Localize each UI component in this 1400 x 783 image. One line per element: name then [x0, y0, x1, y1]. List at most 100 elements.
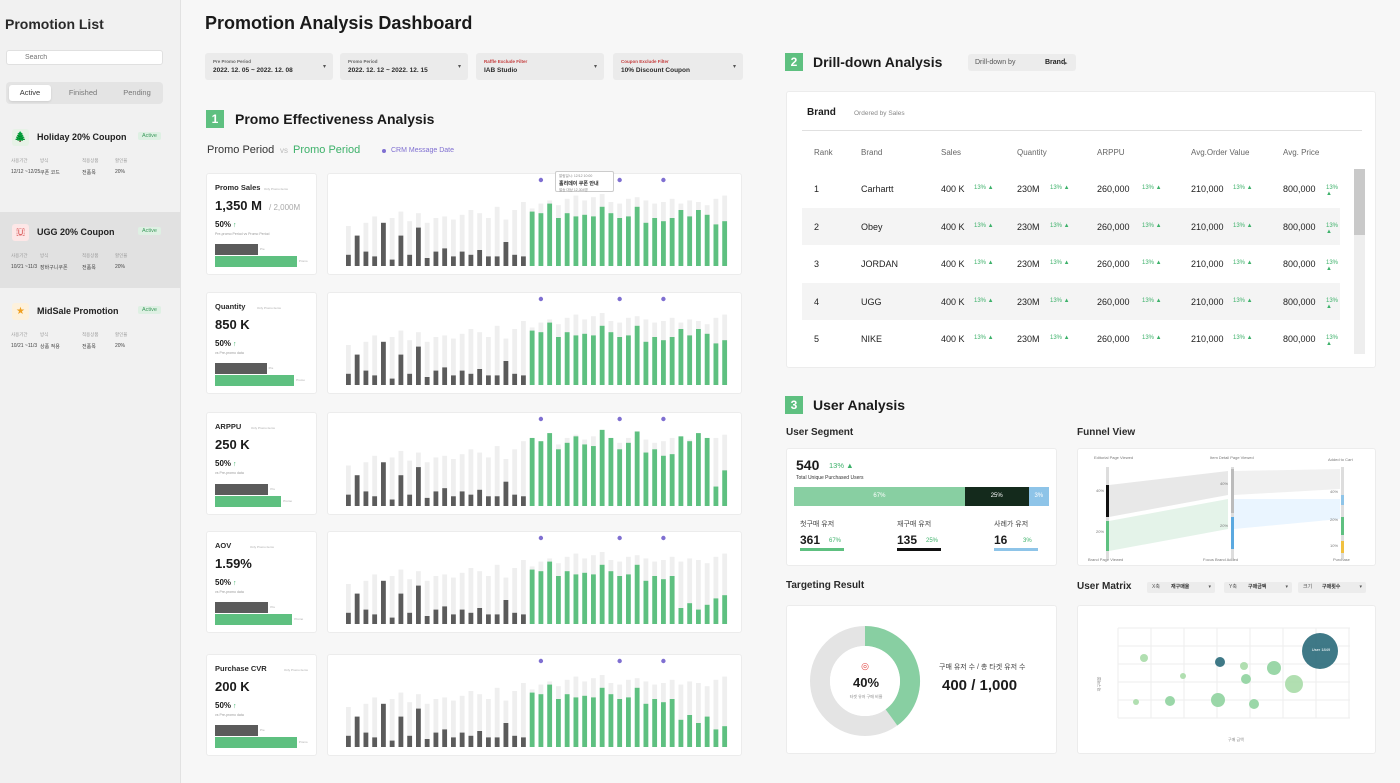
bar-pre-period	[477, 250, 483, 266]
filter-select[interactable]: Promo Period 2022. 12. 12 ~ 2022. 12. 15 ▾	[340, 53, 468, 80]
promo-item[interactable]: 🌲 Holiday 20% Coupon Active 사용기간 12/12 ~12/2…	[0, 117, 181, 193]
scrollbar-thumb[interactable]	[1354, 169, 1365, 235]
matrix-bubble	[1285, 675, 1303, 693]
promo-meta-value: 10/21 ~11/3	[11, 343, 38, 349]
promo-item[interactable]: ★ MidSale Promotion Active 사용기간 10/21 ~11/3 방…	[0, 291, 181, 367]
promo-meta-label: 방식	[40, 158, 49, 163]
section-2-number: 2	[785, 53, 803, 71]
bar-pre-period	[477, 608, 483, 624]
bar-background	[494, 564, 500, 624]
matrix-x-select[interactable]: X축 재구매율 ▾	[1147, 582, 1215, 593]
metric-caption: vs Pre-promo data	[215, 351, 244, 355]
chevron-down-icon: ▾	[457, 64, 461, 70]
change-tag: 13% ▲	[1326, 222, 1339, 235]
funnel-axis	[1341, 467, 1344, 559]
bar-promo-period	[591, 216, 596, 266]
crm-marker	[538, 658, 544, 664]
matrix-y-select[interactable]: Y축 구매금액 ▾	[1224, 582, 1292, 593]
bar-pre-period	[389, 378, 395, 385]
pre-period-bar	[215, 484, 269, 495]
tooltip-line-3: 발송 대상 12,304명	[559, 188, 588, 192]
column-header[interactable]: Quantity	[1017, 148, 1047, 157]
table-row[interactable]: 3 JORDAN 400 K 13% ▲ 230M 13% ▲ 260,000 13% ▲ 21…	[802, 245, 1340, 282]
table-row[interactable]: 4 UGG 400 K 13% ▲ 230M 13% ▲ 260,000 13% ▲ 210,0…	[802, 282, 1340, 320]
search-input[interactable]	[6, 50, 163, 65]
bar-pre-period	[468, 494, 474, 506]
matrix-x-axis-label: 구매 금액	[1228, 737, 1244, 742]
bar-promo-period	[582, 695, 588, 747]
cell-rank: 3	[814, 259, 820, 269]
cell-qty: 230M	[1017, 296, 1040, 307]
promo-item[interactable]: 🇺 UGG 20% Coupon Active 사용기간 10/21 ~11/3 방식 장바…	[0, 212, 181, 288]
funnel-bottom-label: Brand Page Viewed	[1088, 557, 1123, 562]
bar-promo-period	[696, 609, 701, 624]
crm-marker	[538, 416, 544, 422]
column-header[interactable]: Sales	[941, 148, 962, 157]
matrix-bubble	[1267, 661, 1281, 675]
bar-pre-period	[363, 370, 369, 385]
target-label: 구매 유저 수 / 총 타겟 유저 수	[939, 664, 1026, 671]
matrix-bubble	[1241, 674, 1251, 684]
metric-card: Purchase CVR Only Promo items 200 K 50% ↑ vs…	[206, 654, 317, 756]
filter-select[interactable]: Coupon Exclude Filter 10% Discount Coupon…	[613, 53, 743, 80]
segment-underline	[897, 548, 941, 551]
cell-arppu: 260,000	[1097, 259, 1130, 269]
filter-select[interactable]: Raffle Exclude Filter IAB Studio ▾	[476, 53, 604, 80]
bar-promo-period	[704, 333, 710, 385]
bar-background	[451, 577, 456, 624]
matrix-x-value: 재구매율	[1171, 584, 1190, 590]
bar-promo-period	[713, 343, 719, 385]
metric-value: 200 K	[215, 679, 250, 694]
table-row[interactable]: 2 Obey 400 K 13% ▲ 230M 13% ▲ 260,000 13% ▲ 210,…	[802, 207, 1340, 245]
matrix-size-select[interactable]: 크기 구매횟수 ▾	[1298, 582, 1366, 593]
section-3-title: User Analysis	[813, 397, 906, 413]
column-header[interactable]: Avg.Order Value	[1191, 148, 1250, 157]
bar-promo-period	[704, 214, 710, 266]
user-matrix-chart	[1117, 627, 1350, 719]
crm-tooltip: 알림일시: 12/12 10:00 홀리데이 쿠폰 안내 발송 대상 12,30…	[555, 171, 614, 192]
bar-promo-period	[678, 329, 684, 385]
bar-promo-period	[564, 694, 570, 747]
bar-promo-period	[643, 580, 649, 624]
bar-promo-period	[599, 687, 605, 747]
tab-active[interactable]: Active	[9, 85, 51, 101]
segment-pct: 67%	[829, 538, 842, 544]
bar-background	[494, 325, 500, 385]
bar-background	[424, 580, 430, 624]
sidebar-title: Promotion List	[5, 16, 104, 32]
brand-card-sub: Ordered by Sales	[854, 110, 905, 117]
promo-name: Holiday 20% Coupon	[37, 132, 127, 142]
bar-pre-period	[442, 606, 448, 624]
funnel-flow	[1234, 469, 1340, 495]
promo-period-bar	[215, 614, 293, 625]
user-segment-title: User Segment	[786, 427, 854, 438]
bar-promo-period	[582, 214, 588, 266]
bar-pre-period	[346, 254, 351, 266]
table-row[interactable]: 1 Carhartt 400 K 13% ▲ 230M 13% ▲ 260,000 13% ▲…	[802, 170, 1340, 207]
segment-part: 25%	[964, 487, 1029, 506]
bar-promo-period	[722, 726, 728, 747]
drilldown-selector[interactable]: Drill-down by Brand ▸	[968, 54, 1076, 71]
cell-price: 800,000	[1283, 221, 1316, 232]
trend-chart	[327, 531, 742, 633]
bar-background	[407, 340, 413, 385]
tab-pending[interactable]: Pending	[123, 88, 151, 97]
arrow-up-icon: ↑	[231, 703, 237, 710]
column-header[interactable]: ARPPU	[1097, 148, 1125, 157]
metric-sub: Only Promo items	[251, 426, 275, 430]
bar-background	[389, 699, 395, 747]
filter-select[interactable]: Pre Promo Period 2022. 12. 05 ~ 2022. 12.…	[205, 53, 333, 80]
bar-promo-period	[661, 455, 666, 506]
filter-label: Coupon Exclude Filter	[621, 59, 669, 64]
tab-finished[interactable]: Finished	[68, 88, 98, 97]
column-header[interactable]: Rank	[814, 148, 833, 157]
column-header[interactable]: Brand	[861, 148, 883, 157]
table-scrollbar[interactable]	[1354, 169, 1365, 354]
cell-qty: 230M	[1017, 184, 1040, 194]
bar-pre-period	[494, 375, 500, 385]
table-row[interactable]: 5 NIKE 400 K 13% ▲ 230M 13% ▲ 260,000 13% ▲ 210,…	[802, 320, 1340, 357]
metric-pct: 50% ↑	[215, 701, 236, 710]
bar-promo-period	[529, 437, 535, 506]
status-badge: Active	[138, 227, 161, 235]
column-header[interactable]: Avg. Price	[1283, 148, 1320, 157]
